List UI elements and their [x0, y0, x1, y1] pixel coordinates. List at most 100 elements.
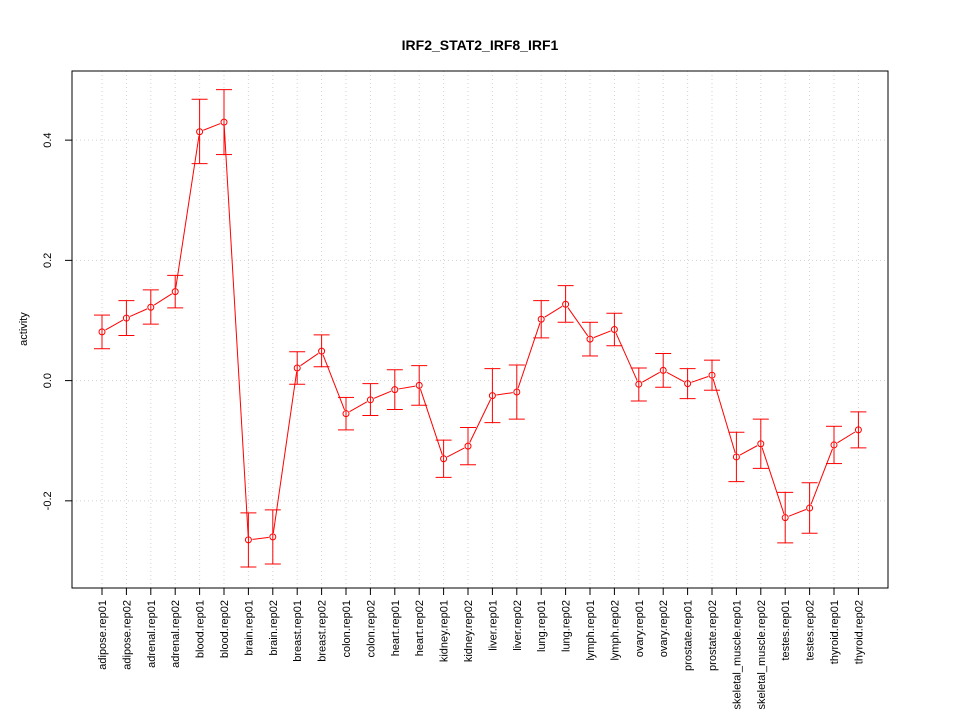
- data-point: [586, 335, 594, 343]
- data-point: [391, 386, 399, 394]
- error-bar: [94, 314, 110, 350]
- grid-lines: [72, 71, 888, 588]
- series-segment: [642, 371, 660, 383]
- data-point: [562, 300, 570, 308]
- error-bar: [264, 509, 281, 565]
- error-bar: [338, 396, 354, 431]
- series-segment: [129, 308, 148, 317]
- x-tick-label: prostate.rep02: [707, 600, 719, 671]
- y-tick-label: 0.0: [42, 373, 54, 388]
- x-tick-label: blood.rep01: [195, 600, 207, 658]
- x-tick-label: liver.rep02: [512, 600, 524, 651]
- x-tick-label: testes.rep02: [805, 600, 817, 661]
- series-segment: [419, 389, 443, 456]
- x-tick-label: heart.rep02: [414, 600, 426, 656]
- error-bar: [777, 491, 794, 544]
- data-point: [488, 392, 496, 400]
- x-tick-label: lymph.rep02: [609, 600, 621, 661]
- x-axis: adipose.rep01 adipose.rep02 adrenal.rep01 a…: [97, 587, 865, 709]
- x-tick-label: thyroid.rep01: [829, 600, 841, 664]
- error-bar: [484, 368, 501, 424]
- data-point: [537, 315, 545, 323]
- error-bar: [704, 359, 720, 391]
- series-line: [105, 123, 856, 540]
- plot-frame: [71, 70, 889, 589]
- x-tick-label: blood.rep02: [219, 600, 231, 658]
- x-tick-label: adrenal.rep01: [146, 600, 158, 668]
- x-tick-label: brain.rep02: [268, 600, 280, 656]
- data-point: [854, 426, 862, 434]
- series-segment: [373, 390, 392, 399]
- data-point: [196, 128, 204, 136]
- y-tick-label: 0.2: [42, 253, 54, 268]
- x-tick-label: testes.rep01: [780, 600, 792, 661]
- series-segment: [712, 378, 736, 454]
- series-segment: [398, 385, 416, 390]
- series-segment: [469, 399, 492, 443]
- series-segment: [788, 509, 807, 517]
- series-segment: [666, 371, 685, 383]
- data-point: [415, 381, 423, 389]
- error-bar: [216, 89, 232, 156]
- error-bar: [826, 425, 842, 465]
- data-point: [171, 288, 179, 296]
- series-segment: [349, 401, 368, 413]
- series-segment: [837, 431, 856, 444]
- x-tick-label: prostate.rep01: [683, 600, 695, 671]
- series-segment: [810, 448, 834, 505]
- x-tick-label: colon.rep01: [341, 600, 353, 658]
- x-tick-label: colon.rep02: [365, 600, 377, 658]
- series-segment: [544, 305, 563, 318]
- error-bar: [362, 383, 379, 416]
- data-point: [244, 536, 252, 544]
- data-point: [147, 303, 155, 311]
- error-bar: [289, 351, 306, 385]
- x-tick-label: kidney.rep01: [439, 600, 451, 662]
- error-bar: [142, 289, 159, 325]
- error-bar: [411, 365, 428, 406]
- series-segment: [175, 135, 200, 288]
- data-point: [757, 440, 765, 448]
- x-tick-label: breast.rep02: [317, 600, 329, 662]
- series-segment: [153, 293, 173, 306]
- data-point: [708, 371, 716, 379]
- x-tick-label: skeletal_muscle.rep02: [756, 600, 768, 709]
- x-tick-label: lung.rep02: [561, 600, 573, 652]
- x-tick-label: adipose.rep01: [97, 600, 109, 670]
- data-point: [830, 441, 838, 449]
- x-tick-label: ovary.rep02: [658, 600, 670, 657]
- y-tick-label: -0.2: [42, 491, 54, 510]
- series-segment: [252, 536, 269, 540]
- x-tick-label: brain.rep01: [243, 600, 255, 656]
- series-segment: [517, 322, 541, 389]
- error-bar: [118, 300, 135, 337]
- error-bar: [582, 321, 598, 357]
- error-bar: [630, 367, 647, 402]
- data-point: [293, 364, 301, 372]
- data-point: [513, 388, 521, 396]
- chart-title: IRF2_STAT2_IRF8_IRF1: [402, 37, 559, 53]
- x-tick-label: adrenal.rep02: [170, 600, 182, 668]
- data-point: [366, 396, 374, 404]
- data-point: [440, 455, 448, 463]
- series-segment: [691, 376, 709, 383]
- data-point: [318, 347, 326, 355]
- series-segment: [739, 445, 758, 456]
- x-tick-label: kidney.rep02: [463, 600, 475, 662]
- series-segment: [496, 392, 513, 396]
- data-points: [98, 118, 862, 544]
- data-point: [610, 326, 618, 333]
- series-segment: [203, 123, 221, 131]
- error-bars: [94, 89, 867, 568]
- x-tick-label: heart.rep01: [390, 600, 402, 656]
- error-bar: [533, 300, 550, 339]
- series-segment: [567, 307, 589, 337]
- error-bar: [167, 274, 184, 309]
- error-bar: [728, 431, 745, 483]
- data-point: [122, 314, 130, 322]
- data-point: [806, 504, 814, 512]
- y-axis-label: activity: [18, 312, 30, 346]
- series-segment: [272, 371, 298, 534]
- error-bar: [752, 418, 769, 469]
